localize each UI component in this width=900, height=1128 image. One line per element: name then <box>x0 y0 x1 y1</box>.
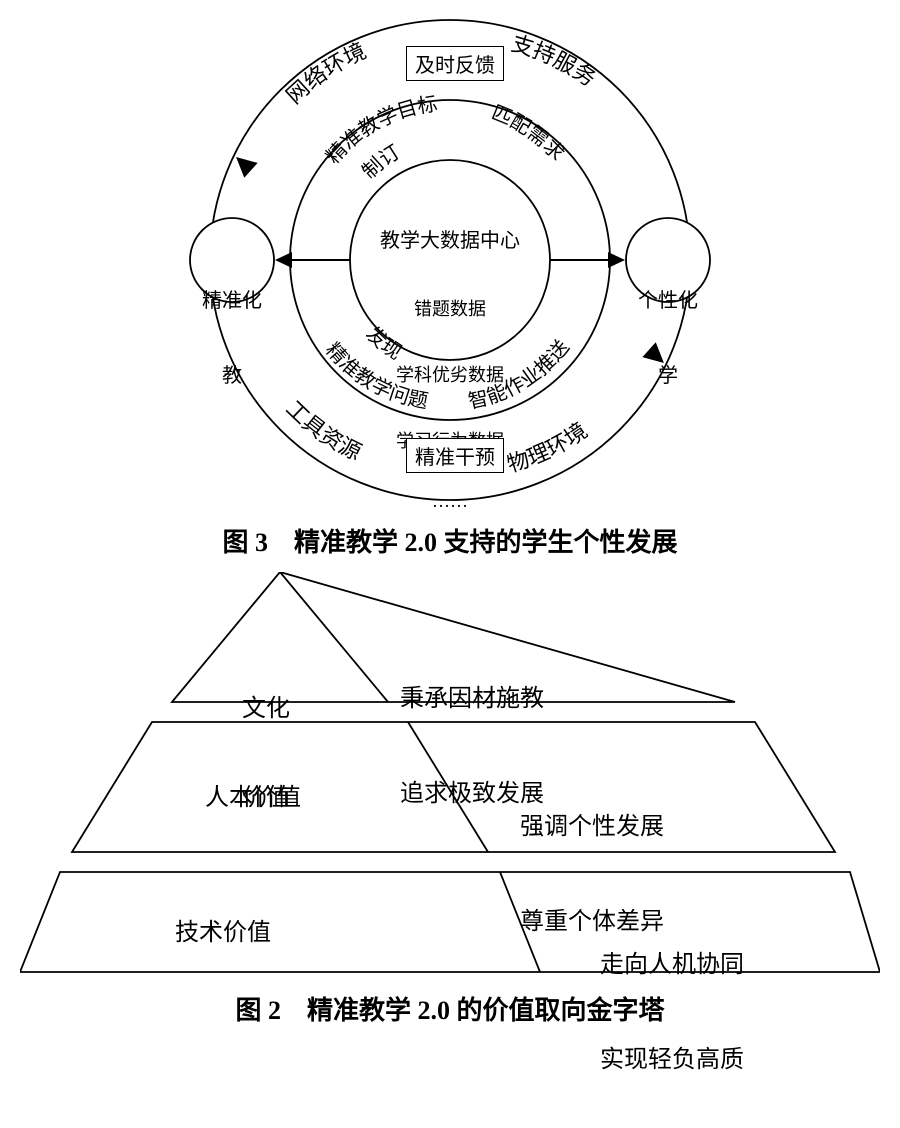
figure3-caption: 图 3 精准教学 2.0 支持的学生个性发展 <box>0 522 900 559</box>
left-node-line1: 精准化 <box>202 284 262 313</box>
left-node-label: 精准化 教 <box>202 238 262 434</box>
pyramid-layer-bottom <box>20 872 880 972</box>
figure2-pyramid-diagram: 文化 价值 秉承因材施教 追求极致发展 人本价值 强调个性发展 尊重个体差异 技… <box>20 572 880 1002</box>
figure3-circular-diagram: 网络环境 支持服务 工具资源 物理环境 精准教学目标 制订 匹配需求 精准教学问… <box>160 10 740 510</box>
pyramid-bottom-left-label: 技术价值 <box>175 912 271 947</box>
figure2-caption: 图 2 精准教学 2.0 的价值取向金字塔 <box>0 990 900 1027</box>
mid-label-tr1: 匹配需求 <box>488 102 569 165</box>
pyramid-top-left-line1: 文化 <box>242 688 290 723</box>
outer-label-bl: 工具资源 <box>281 396 365 465</box>
pyramid-middle-right-line1: 强调个性发展 <box>520 806 664 841</box>
pyramid-top-right-line1: 秉承因材施教 <box>400 678 544 713</box>
box-bottom: 精准干预 <box>406 438 504 473</box>
outer-label-tr: 支持服务 <box>509 31 601 92</box>
center-line1: 错题数据 <box>360 295 540 321</box>
pyramid-middle-left-label: 人本价值 <box>205 777 301 812</box>
box-top: 及时反馈 <box>406 46 504 81</box>
right-node-line2: 学 <box>638 359 698 388</box>
center-line2: 学科优劣数据 <box>360 361 540 387</box>
outer-triangle-tl <box>229 150 257 178</box>
pyramid-bottom-right-line2: 实现轻负高质 <box>600 1039 744 1074</box>
arrow-right-head <box>608 252 625 268</box>
center-ellipsis: …… <box>360 491 540 512</box>
arrow-left-head <box>275 252 292 268</box>
pyramid-top-left-label: 文化 价值 <box>242 634 290 866</box>
left-node-line2: 教 <box>202 359 262 388</box>
center-content: 教学大数据中心 错题数据 学科优劣数据 学习行为数据 …… <box>360 188 540 548</box>
outer-label-tl: 网络环境 <box>281 38 370 108</box>
pyramid-bottom-right-line1: 走向人机协同 <box>600 944 744 979</box>
right-node-line1: 个性化 <box>638 284 698 313</box>
mid-label-tl2: 制订 <box>358 140 405 183</box>
right-node-label: 个性化 学 <box>638 238 698 434</box>
center-title: 教学大数据中心 <box>360 224 540 253</box>
pyramid-top-divider <box>280 572 388 702</box>
